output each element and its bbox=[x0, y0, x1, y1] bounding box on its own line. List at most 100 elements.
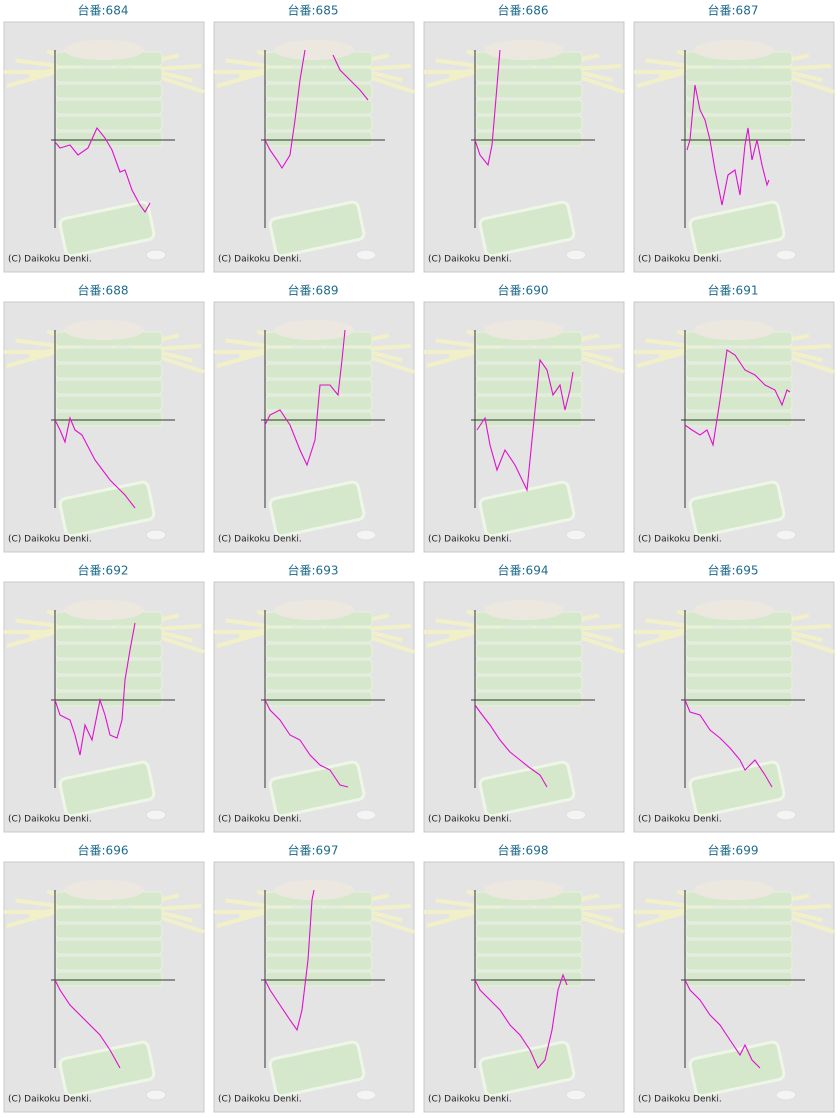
decor-top bbox=[274, 40, 354, 60]
decor-tray bbox=[58, 200, 156, 258]
decor-tray bbox=[688, 480, 786, 538]
decor-block bbox=[265, 675, 373, 691]
decor-block bbox=[265, 67, 373, 83]
decor-ray bbox=[658, 623, 705, 638]
decor-block bbox=[685, 379, 793, 395]
decor-coin bbox=[565, 1089, 587, 1101]
decor-coin bbox=[565, 249, 587, 261]
decor-tray bbox=[268, 200, 366, 258]
decor-block bbox=[265, 923, 373, 939]
decor-ray bbox=[448, 63, 495, 78]
decor-ray bbox=[658, 63, 705, 78]
copyright: (C) Daikoku Denki. bbox=[428, 535, 512, 545]
copyright: (C) Daikoku Denki. bbox=[8, 815, 92, 825]
chart-title: 台番:695 bbox=[708, 563, 759, 578]
decor-tray bbox=[478, 480, 576, 538]
copyright: (C) Daikoku Denki. bbox=[638, 255, 722, 265]
decor-block bbox=[685, 923, 793, 939]
decor-coin bbox=[145, 249, 167, 261]
decor-coin bbox=[775, 1089, 797, 1101]
decor-block bbox=[265, 907, 373, 923]
decor-block bbox=[475, 643, 583, 659]
decor-top bbox=[484, 40, 564, 60]
decor-tray bbox=[268, 760, 366, 818]
decor-top bbox=[694, 320, 774, 340]
decor-top bbox=[694, 880, 774, 900]
decor-block bbox=[685, 971, 793, 987]
chart-title: 台番:693 bbox=[288, 563, 339, 578]
decor-coin bbox=[775, 529, 797, 541]
decor-ray bbox=[238, 63, 285, 78]
decor-block bbox=[55, 395, 163, 411]
decor-block bbox=[55, 347, 163, 363]
decor-coin bbox=[775, 249, 797, 261]
chart-title: 台番:690 bbox=[498, 283, 549, 298]
data-line bbox=[264, 49, 369, 170]
decor-block bbox=[475, 67, 583, 83]
decor-block bbox=[55, 363, 163, 379]
copyright: (C) Daikoku Denki. bbox=[638, 1095, 722, 1105]
decor-block bbox=[475, 955, 583, 971]
copyright: (C) Daikoku Denki. bbox=[8, 255, 92, 265]
decor-ray bbox=[238, 343, 285, 358]
decor-block bbox=[475, 691, 583, 707]
decor-block bbox=[265, 691, 373, 707]
chart-title: 台番:697 bbox=[288, 843, 339, 858]
decor-top bbox=[484, 880, 564, 900]
decor-block bbox=[55, 939, 163, 955]
decor-coin bbox=[145, 529, 167, 541]
decor-coin bbox=[145, 1089, 167, 1101]
decor-block bbox=[55, 67, 163, 83]
copyright: (C) Daikoku Denki. bbox=[638, 535, 722, 545]
chart-title: 台番:699 bbox=[708, 843, 759, 858]
chart-title: 台番:696 bbox=[78, 843, 129, 858]
decor-tray bbox=[268, 1040, 366, 1098]
decor-ray bbox=[28, 63, 75, 78]
data-line bbox=[474, 973, 568, 1070]
decor-block bbox=[475, 363, 583, 379]
copyright: (C) Daikoku Denki. bbox=[218, 535, 302, 545]
chart-title: 台番:691 bbox=[708, 283, 759, 298]
decor-block bbox=[475, 131, 583, 147]
decor-block bbox=[55, 627, 163, 643]
data-line bbox=[476, 358, 574, 493]
decor-block bbox=[475, 99, 583, 115]
decor-block bbox=[475, 411, 583, 427]
decor-top bbox=[694, 40, 774, 60]
decor-block bbox=[55, 675, 163, 691]
decor-ray bbox=[448, 903, 495, 918]
chart-title: 台番:686 bbox=[498, 3, 549, 18]
decor-tray bbox=[688, 760, 786, 818]
decor-block bbox=[265, 971, 373, 987]
decor-block bbox=[55, 971, 163, 987]
decor-ray bbox=[28, 903, 75, 918]
copyright: (C) Daikoku Denki. bbox=[428, 1095, 512, 1105]
copyright: (C) Daikoku Denki. bbox=[8, 1095, 92, 1105]
decor-block bbox=[265, 411, 373, 427]
decor-coin bbox=[565, 809, 587, 821]
decor-top bbox=[64, 600, 144, 620]
decor-tray bbox=[478, 760, 576, 818]
chart-title: 台番:687 bbox=[708, 3, 759, 18]
copyright: (C) Daikoku Denki. bbox=[218, 815, 302, 825]
chart-title: 台番:692 bbox=[78, 563, 129, 578]
data-line bbox=[474, 49, 501, 167]
decor-coin bbox=[355, 529, 377, 541]
decor-coin bbox=[565, 529, 587, 541]
chart-title: 台番:698 bbox=[498, 843, 549, 858]
decor-top bbox=[64, 320, 144, 340]
data-line bbox=[684, 979, 761, 1069]
data-line bbox=[54, 126, 151, 214]
decor-top bbox=[484, 600, 564, 620]
decor-block bbox=[265, 83, 373, 99]
decor-block bbox=[685, 939, 793, 955]
decor-block bbox=[265, 659, 373, 675]
copyright: (C) Daikoku Denki. bbox=[8, 535, 92, 545]
decor-ray bbox=[238, 623, 285, 638]
decor-block bbox=[55, 115, 163, 131]
decor-block bbox=[55, 923, 163, 939]
decor-block bbox=[55, 955, 163, 971]
chart-title: 台番:694 bbox=[498, 563, 549, 578]
decor-block bbox=[685, 643, 793, 659]
